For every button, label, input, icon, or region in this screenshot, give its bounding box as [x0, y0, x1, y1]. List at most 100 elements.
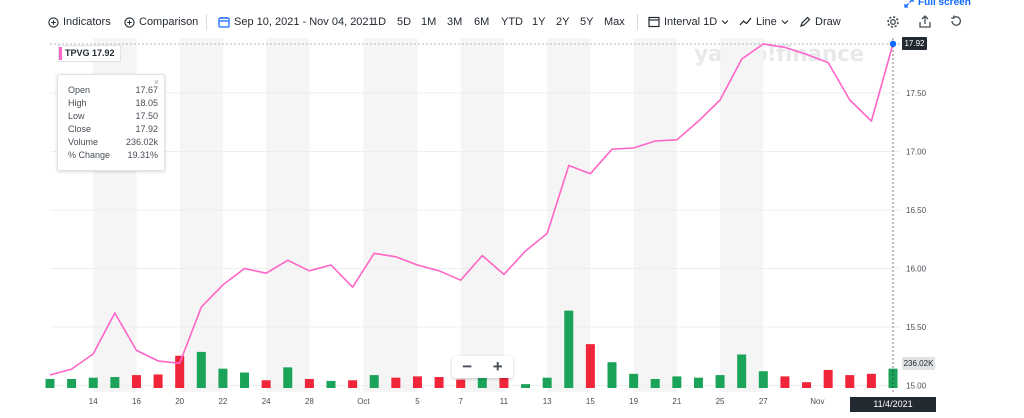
fullscreen-button[interactable]: Full screen [904, 0, 971, 8]
volume-bar [153, 374, 163, 388]
calendar-icon [218, 17, 230, 28]
background-band [720, 38, 764, 392]
volume-bar [88, 377, 98, 388]
volume-bar [607, 362, 617, 388]
tooltip-row: Low 17.50 [68, 111, 158, 124]
background-band [363, 38, 418, 392]
volume-bar [629, 373, 639, 388]
tooltip-value: 17.92 [135, 124, 158, 134]
volume-bar [304, 378, 314, 388]
comparison-label: Comparison [139, 16, 199, 28]
y-tick-label: 17.50 [906, 89, 927, 98]
interval-dropdown[interactable]: Interval 1D [648, 13, 733, 31]
x-tick-label: 21 [672, 397, 681, 406]
bar-chart-icon [648, 16, 660, 28]
chevron-down-icon [721, 20, 729, 25]
x-tick-label: 24 [262, 397, 271, 406]
volume-bar [175, 355, 185, 388]
range-ytd[interactable]: YTD [501, 16, 523, 28]
x-tick-label: 5 [415, 397, 420, 406]
gear-icon[interactable] [885, 14, 901, 30]
comparison-button[interactable]: Comparison [124, 13, 198, 31]
range-6m[interactable]: 6M [474, 16, 490, 28]
tooltip-value: 17.67 [135, 85, 158, 95]
draw-button[interactable]: Draw [799, 13, 841, 31]
tooltip-value: 17.50 [135, 111, 158, 121]
volume-bar [521, 384, 531, 388]
price-line [49, 43, 894, 376]
reset-icon[interactable] [948, 14, 964, 30]
volume-bar [240, 372, 250, 388]
range-3m[interactable]: 3M [447, 16, 463, 28]
volume-bar [823, 369, 833, 388]
date-range-button[interactable]: Sep 10, 2021 - Nov 04, 2021 [218, 13, 375, 31]
volume-bar [412, 376, 422, 388]
chart-type-dropdown[interactable]: Line [739, 13, 793, 31]
volume-bar [131, 375, 141, 388]
chevron-down-icon [781, 20, 789, 25]
background-band [633, 38, 677, 392]
volume-label: 236.02K [902, 357, 935, 370]
indicators-label: Indicators [63, 16, 111, 28]
background-band [460, 38, 504, 392]
volume-bar [326, 380, 336, 388]
range-2y[interactable]: 2Y [556, 16, 570, 28]
tooltip-value: 18.05 [135, 98, 158, 108]
ohlc-tooltip: × Open 17.67 High 18.05 Low 17.50 Close 17.9… [57, 74, 165, 171]
volume-bar [845, 375, 855, 388]
y-tick-label: 17.00 [906, 148, 927, 157]
range-max[interactable]: Max [604, 16, 625, 28]
ticker-badge-text: TPVG 17.92 [65, 48, 115, 58]
range-1d[interactable]: 1D [372, 16, 387, 28]
volume-bar [348, 380, 358, 388]
x-tick-label: Nov [810, 397, 824, 406]
tooltip-row: High 18.05 [68, 98, 158, 111]
ticker-badge[interactable]: TPVG 17.92 [58, 45, 121, 62]
share-icon[interactable] [917, 14, 933, 30]
indicators-button[interactable]: Indicators [48, 13, 111, 31]
volume-bar [110, 377, 120, 388]
x-tick-label: 16 [132, 397, 141, 406]
series-color-swatch [59, 47, 62, 60]
range-1y[interactable]: 1Y [532, 16, 546, 28]
volume-bar [456, 379, 466, 388]
expand-icon [904, 0, 914, 8]
x-tick-label: 25 [716, 397, 725, 406]
date-range-label: Sep 10, 2021 - Nov 04, 2021 [234, 16, 375, 28]
zoom-out-button[interactable]: − [462, 357, 473, 376]
volume-bar [780, 376, 790, 388]
tooltip-label: High [68, 98, 87, 108]
volume-bar [650, 378, 660, 388]
range-5y[interactable]: 5Y [580, 16, 594, 28]
tooltip-value: 236.02k [125, 137, 158, 147]
x-tick-label: 28 [305, 397, 314, 406]
volume-bar [693, 377, 703, 388]
y-tick-label: 15.50 [906, 323, 927, 332]
volume-bar [499, 377, 509, 388]
background-band [266, 38, 310, 392]
plus-circle-icon [48, 16, 59, 28]
range-1m[interactable]: 1M [421, 16, 437, 28]
x-tick-label: 20 [175, 397, 184, 406]
volume-bar [672, 376, 682, 388]
fullscreen-label: Full screen [918, 0, 971, 8]
volume-bar [888, 368, 898, 388]
tooltip-label: Open [68, 85, 91, 95]
volume-bar [758, 371, 768, 388]
volume-bar [866, 373, 876, 388]
volume-bar [585, 344, 595, 388]
volume-bar [564, 310, 574, 388]
volume-bar [283, 367, 293, 388]
tooltip-row: Open 17.67 [68, 85, 158, 98]
zoom-in-button[interactable]: + [492, 357, 503, 376]
pencil-icon [800, 16, 811, 27]
range-5d[interactable]: 5D [397, 16, 412, 28]
chart-type-label: Line [756, 16, 777, 28]
toolbar: Indicators Comparison Sep 10, 2021 - Nov… [0, 0, 1024, 44]
tooltip-row: Volume 236.02k [68, 137, 158, 150]
close-icon[interactable]: × [153, 77, 159, 87]
y-tick-label: 15.00 [906, 382, 927, 391]
x-tick-label: 19 [629, 397, 638, 406]
volume-bar [45, 378, 55, 388]
volume-bar [196, 351, 206, 388]
